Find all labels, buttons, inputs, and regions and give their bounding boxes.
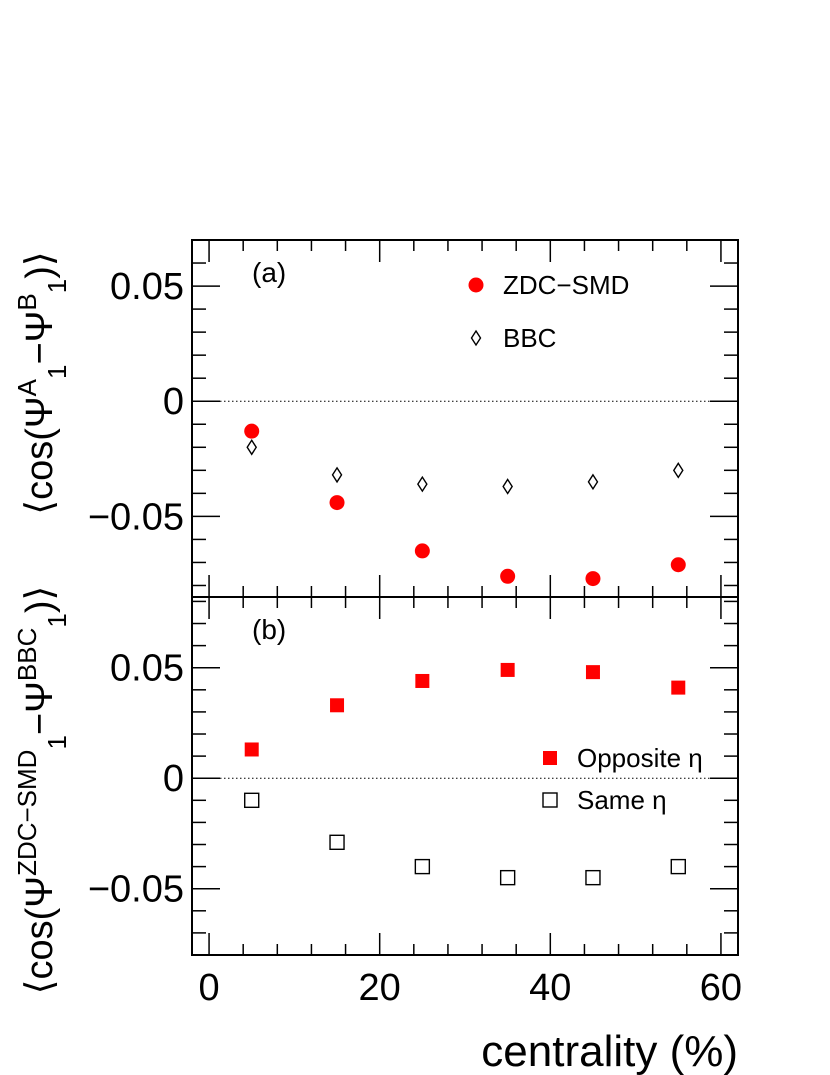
data-point-opposite-eta	[415, 673, 430, 688]
y-axis-title-part: )⟩	[19, 586, 61, 613]
data-point-zdc-smd	[670, 557, 686, 573]
x-tick-label: 20	[359, 967, 401, 1009]
y-axis-title-part: ZDC−SMD	[12, 750, 42, 876]
y-axis-title-part: BBC	[12, 628, 42, 681]
data-point-bbc	[417, 475, 428, 493]
y-axis-title-part: ⟨cos(Ψ	[19, 876, 61, 994]
plot-frame	[191, 596, 739, 956]
data-point-zdc-smd	[329, 495, 345, 511]
data-point-same-eta	[585, 869, 601, 886]
x-tick-label: 40	[529, 967, 571, 1009]
legend-marker-opposite-eta	[543, 751, 557, 765]
data-point-same-eta	[414, 858, 431, 875]
y-tick-label: 0.05	[110, 266, 184, 308]
y-axis-title-part: ⟨cos(Ψ	[19, 396, 61, 514]
x-axis-title: centrality (%)	[481, 1027, 738, 1075]
plot-frame	[191, 239, 739, 598]
y-axis-title-part: −Ψ	[19, 681, 61, 735]
data-point-zdc-smd	[585, 571, 601, 587]
data-point-opposite-eta	[585, 665, 600, 680]
legend-marker-zdc-smd	[468, 277, 484, 293]
data-point-bbc	[502, 478, 513, 495]
legend-label: ZDC−SMD	[503, 270, 629, 300]
legend-marker-same-eta	[542, 792, 558, 808]
legend-label: Opposite η	[577, 743, 703, 773]
data-point-bbc	[672, 462, 684, 479]
y-axis-title: ⟨cos(ΨZDC−SMD1−ΨBBC1)⟩	[12, 586, 72, 995]
y-tick-label: −0.05	[88, 869, 184, 911]
data-point-opposite-eta	[671, 680, 686, 695]
data-point-same-eta	[670, 858, 686, 875]
data-point-opposite-eta	[244, 742, 259, 757]
y-tick-label: 0.05	[110, 648, 184, 690]
y-axis-title: ⟨cos(ΨA1−ΨB1)⟩	[12, 251, 72, 514]
y-axis-title-part: )⟩	[19, 251, 61, 278]
panel-label: (a)	[252, 257, 286, 288]
y-tick-label: 0	[163, 381, 184, 423]
y-axis-title-part: B	[12, 293, 42, 310]
data-point-zdc-smd	[500, 568, 516, 584]
y-axis-title-part: 1	[42, 613, 72, 627]
x-tick-label: 60	[700, 967, 742, 1009]
y-axis-title-part: 1	[42, 365, 72, 379]
y-axis-title-part: A	[12, 378, 42, 396]
legend-marker-bbc	[470, 329, 482, 347]
x-axis: 0 20 40 60 centrality (%)	[198, 967, 742, 1075]
y-tick-label: 0	[163, 758, 184, 800]
data-point-same-eta	[329, 834, 345, 850]
data-point-zdc-smd	[414, 543, 430, 559]
legend-label: Same η	[577, 785, 667, 815]
data-point-same-eta	[244, 792, 260, 809]
y-axis-title-part: −Ψ	[19, 311, 61, 365]
y-axis-title-part: 1	[42, 735, 72, 749]
data-point-same-eta	[499, 869, 516, 886]
data-point-opposite-eta	[330, 698, 345, 713]
data-point-bbc	[331, 466, 343, 484]
y-axis-title-part: 1	[42, 279, 72, 293]
data-point-bbc	[587, 473, 599, 491]
data-point-bbc	[246, 438, 258, 456]
x-tick-label: 0	[198, 967, 219, 1009]
y-tick-label: −0.05	[88, 496, 184, 538]
legend-label: BBC	[503, 323, 556, 353]
panel-label: (b)	[252, 614, 286, 645]
panel-b: 0.05 0 −0.05 (b) Opposite η Same η ⟨cos(ΨZDC−S…	[12, 586, 739, 995]
data-point-zdc-smd	[244, 423, 260, 439]
data-point-opposite-eta	[500, 662, 515, 677]
